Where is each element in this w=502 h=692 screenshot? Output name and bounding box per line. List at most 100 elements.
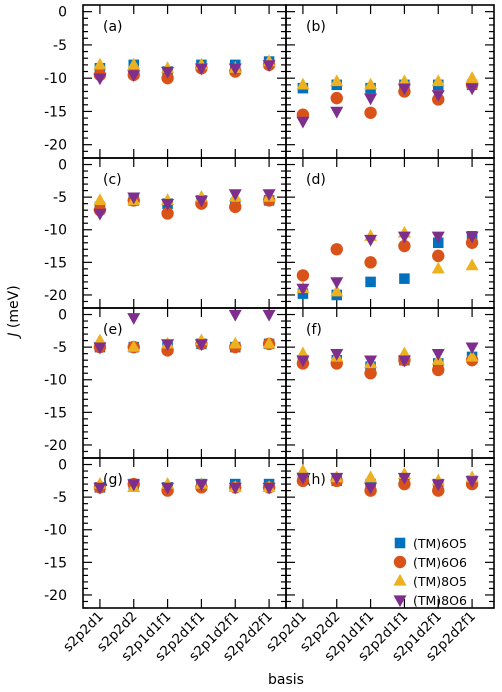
y-tick-label: -15 <box>44 104 67 120</box>
data-point <box>228 482 242 495</box>
legend-label: (TM)6O6 <box>413 555 467 570</box>
data-point <box>228 189 242 201</box>
data-point <box>465 258 479 271</box>
panel-e: 0 -5 -10 -15 -20 (e) <box>44 307 287 459</box>
y-tick-label: -20 <box>44 438 67 454</box>
data-point <box>296 283 310 296</box>
y-tick-label: -15 <box>44 255 67 271</box>
data-point <box>296 355 310 368</box>
data-point <box>194 195 208 208</box>
y-tick-label: -10 <box>44 71 67 87</box>
panel-label: (e) <box>103 322 123 338</box>
y-tick-label: 0 <box>58 158 67 174</box>
y-tick-label: -20 <box>44 588 67 604</box>
data-point <box>330 243 343 256</box>
panel-label: (b) <box>306 19 326 35</box>
data-point <box>127 57 141 70</box>
data-point <box>432 363 445 377</box>
panel-c: 0 -5 -10 -15 -20 (c) <box>44 157 287 309</box>
data-point <box>431 479 445 492</box>
data-point <box>465 342 479 355</box>
panel-label: (a) <box>103 19 123 35</box>
data-point <box>465 349 479 362</box>
y-tick-label: -15 <box>44 405 67 421</box>
legend-marker <box>393 573 407 586</box>
data-point <box>93 333 107 346</box>
legend-entry: (TM)6O6 <box>393 555 467 570</box>
data-point <box>397 472 411 485</box>
data-point <box>262 309 276 322</box>
data-point <box>296 269 310 282</box>
y-tick-label: -10 <box>44 223 67 239</box>
y-axis-label-symbol: J <box>6 333 22 340</box>
panel-g: 0 -5 -10 -15 -20 (g) <box>44 457 287 609</box>
data-point <box>431 261 445 274</box>
data-point <box>432 249 445 263</box>
data-point <box>364 367 377 380</box>
data-point <box>397 83 411 96</box>
data-point <box>228 336 242 349</box>
x-axis-label: basis <box>268 672 304 688</box>
data-point <box>127 192 141 205</box>
data-point <box>296 346 310 359</box>
data-point <box>127 340 141 352</box>
y-tick-label: -5 <box>53 38 67 54</box>
panel-label: (h) <box>306 472 326 488</box>
data-point <box>93 482 107 495</box>
data-point <box>296 463 310 476</box>
data-point <box>262 189 276 201</box>
data-point <box>93 208 107 221</box>
data-point <box>330 472 344 485</box>
legend-marker <box>393 595 407 608</box>
data-point <box>228 63 242 76</box>
data-point <box>364 470 378 483</box>
data-point <box>465 476 479 488</box>
data-point <box>330 349 344 361</box>
legend-label: (TM)6O5 <box>413 536 467 551</box>
data-point <box>194 63 208 76</box>
data-point <box>296 116 310 129</box>
data-point <box>229 200 242 214</box>
data-point <box>364 77 378 90</box>
legend-label: (TM)8O5 <box>413 574 467 589</box>
panel-label: (g) <box>103 472 123 488</box>
y-tick-label: -10 <box>44 373 67 389</box>
y-axis-label-unit: (meV) <box>6 285 22 332</box>
y-tick-label: -15 <box>44 555 67 571</box>
panel-label: (f) <box>306 322 322 338</box>
legend-entry: (TM)6O5 <box>394 536 467 551</box>
legend: (TM)6O5 (TM)6O6 (TM)8O5 (TM)8O6 <box>393 536 467 608</box>
y-tick-label: -20 <box>44 288 67 304</box>
data-point <box>364 234 378 247</box>
data-point <box>262 336 276 349</box>
data-point <box>93 193 107 206</box>
panel-d: (d) <box>285 157 495 309</box>
data-point <box>194 339 208 351</box>
data-point <box>93 73 107 86</box>
data-point <box>330 277 344 290</box>
data-point <box>330 74 344 87</box>
data-point <box>262 60 276 72</box>
legend-marker <box>393 555 407 569</box>
data-point <box>465 83 479 96</box>
data-point <box>465 231 479 244</box>
data-point <box>397 74 411 87</box>
data-point <box>399 273 410 284</box>
panel-label: (d) <box>306 172 326 188</box>
data-point <box>364 93 378 106</box>
data-point <box>397 355 411 368</box>
data-point <box>161 482 175 495</box>
data-point <box>397 231 411 244</box>
y-tick-label: -5 <box>53 340 67 356</box>
data-point <box>364 106 377 119</box>
data-point <box>364 256 377 269</box>
x-tick-labels: s2p2d1s2p2d2s2p1d1f1s2p2d1f1s2p1d2f1s2p2… <box>60 609 479 665</box>
data-point <box>161 66 175 79</box>
y-tick-label: 0 <box>58 308 67 324</box>
legend-entry: (TM)8O6 <box>393 593 467 608</box>
panel-h: (h) <box>285 457 495 609</box>
data-point <box>161 207 174 220</box>
legend-marker <box>394 537 406 549</box>
panel-frame <box>285 457 495 609</box>
